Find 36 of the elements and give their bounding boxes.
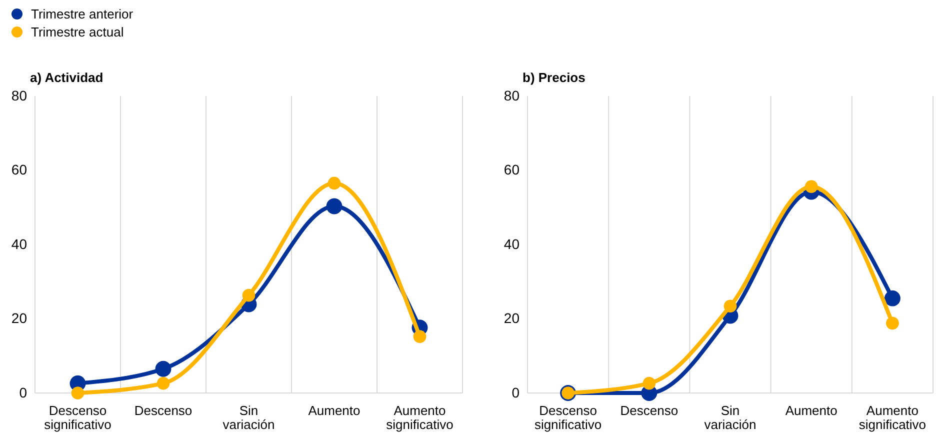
x-tick-label: Aumento significativo	[386, 403, 454, 432]
y-tick-label: 80	[11, 87, 28, 104]
x-tick-label: Aumento	[308, 403, 360, 418]
y-tick-label: 0	[19, 384, 28, 400]
y-tick-label: 40	[504, 236, 520, 252]
y-tick-label: 60	[504, 162, 520, 178]
point	[884, 290, 900, 306]
point	[724, 300, 737, 313]
point	[155, 360, 172, 377]
x-tick-label: Descenso	[134, 403, 192, 418]
x-tick-label: Aumento	[785, 403, 838, 418]
y-tick-label: 80	[504, 87, 520, 104]
y-tick-label: 20	[11, 310, 28, 326]
y-tick-label: 40	[11, 236, 28, 252]
x-tick-label: Descenso significativo	[534, 403, 602, 432]
point	[642, 376, 656, 390]
legend-label: Trimestre anterior	[31, 6, 134, 22]
legend-label: Trimestre actual	[31, 24, 124, 40]
point	[156, 376, 170, 390]
point	[886, 316, 899, 330]
point	[328, 176, 341, 190]
x-tick-label: Descenso significativo	[44, 403, 112, 432]
chart-title: a) Actividad	[30, 70, 104, 85]
point	[71, 386, 84, 400]
y-tick-label: 60	[11, 162, 28, 178]
chart-title: b) Precios	[522, 70, 586, 85]
x-tick-label: Sin variación	[222, 403, 275, 432]
point	[326, 198, 342, 214]
y-tick-label: 0	[512, 384, 520, 400]
point	[413, 330, 426, 343]
x-tick-label: Descenso	[620, 403, 678, 418]
x-tick-label: Aumento significativo	[858, 403, 926, 432]
point	[242, 288, 256, 302]
x-tick-label: Sin variación	[704, 403, 756, 432]
y-tick-label: 20	[504, 310, 520, 326]
point	[804, 180, 818, 194]
